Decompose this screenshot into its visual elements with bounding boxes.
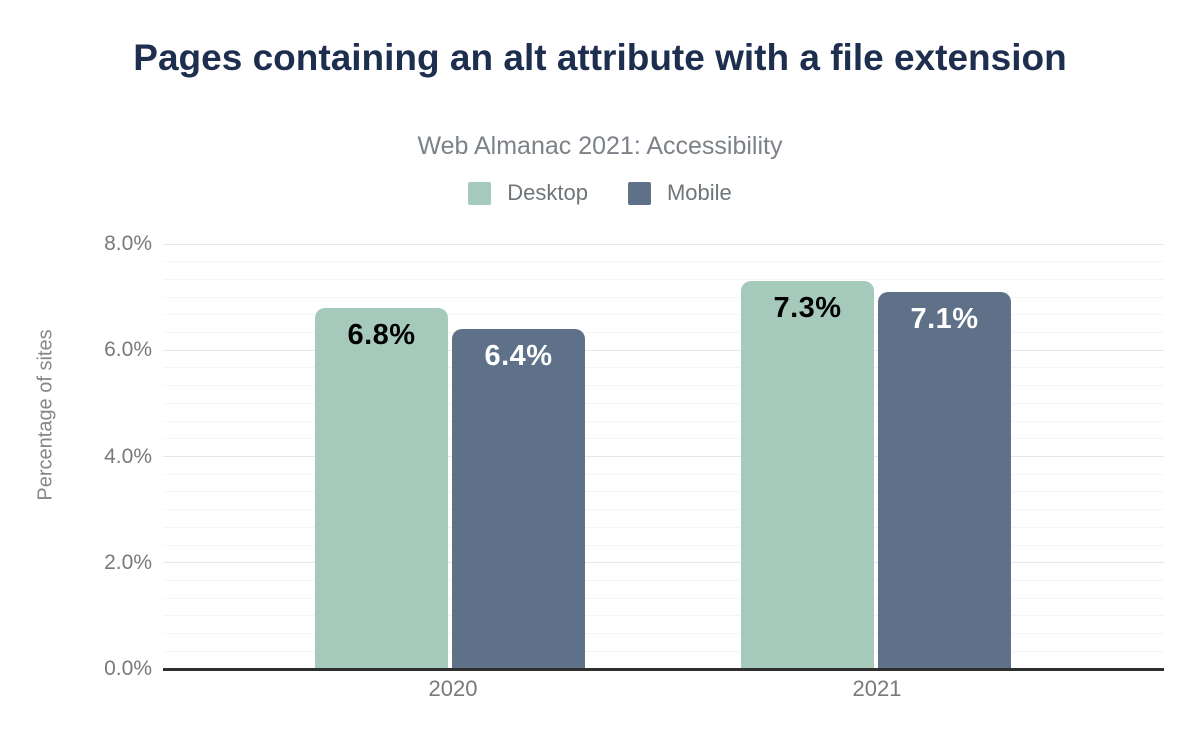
legend: Desktop Mobile xyxy=(0,180,1200,206)
legend-item-desktop: Desktop xyxy=(468,180,588,206)
gridline-minor xyxy=(163,402,1164,404)
bar-desktop-2021: 7.3% xyxy=(741,281,874,669)
gridline-minor xyxy=(163,473,1164,475)
gridline-minor xyxy=(163,367,1164,369)
gridline-minor xyxy=(163,314,1164,316)
legend-label-mobile: Mobile xyxy=(666,180,732,205)
gridline-minor xyxy=(163,420,1164,422)
bar-value-label-mobile-2021: 7.1% xyxy=(910,302,979,335)
bar-value-label-desktop-2021: 7.3% xyxy=(773,292,842,325)
gridline-major xyxy=(163,456,1164,457)
gridline-major xyxy=(163,562,1164,564)
x-tick-label-2021: 2021 xyxy=(852,676,902,701)
plot-area: 6.8% 6.4% 7.3% 7.1% xyxy=(163,243,1164,671)
bar-mobile-2020: 6.4% xyxy=(452,329,585,669)
gridline-minor xyxy=(163,579,1164,581)
gridline-minor xyxy=(163,261,1164,263)
gridline-minor xyxy=(163,509,1164,511)
x-axis-line xyxy=(163,668,1164,671)
gridline-minor xyxy=(163,597,1164,599)
gridline-minor xyxy=(163,438,1164,440)
legend-label-desktop: Desktop xyxy=(507,180,588,205)
gridline-minor xyxy=(163,544,1164,546)
legend-item-mobile: Mobile xyxy=(627,180,732,206)
gridline-minor xyxy=(163,332,1164,334)
gridline-minor xyxy=(163,385,1164,387)
gridline-minor xyxy=(163,296,1164,298)
chart-subtitle: Web Almanac 2021: Accessibility xyxy=(417,132,783,160)
y-tick-label-0: 0.0% xyxy=(104,657,152,680)
y-tick-label-4: 4.0% xyxy=(104,444,152,468)
x-tick-label-2020: 2020 xyxy=(428,676,478,701)
desktop-swatch-icon xyxy=(468,181,492,205)
gridline-minor xyxy=(163,278,1164,280)
bar-value-label-desktop-2020: 6.8% xyxy=(347,318,416,351)
gridline-minor xyxy=(163,633,1164,635)
bar-value-label-mobile-2020: 6.4% xyxy=(484,340,553,372)
chart-title: Pages containing an alt attribute with a… xyxy=(133,37,1067,78)
gridline-major xyxy=(163,243,1164,245)
gridline-minor xyxy=(163,491,1164,493)
y-tick-label-6: 6.0% xyxy=(104,338,152,362)
y-tick-label-2: 2.0% xyxy=(104,550,152,574)
gridline-minor xyxy=(163,526,1164,528)
gridline-minor xyxy=(163,615,1164,617)
gridline-major xyxy=(163,349,1164,351)
mobile-swatch-icon xyxy=(627,181,651,205)
bar-mobile-2021: 7.1% xyxy=(878,291,1011,669)
y-tick-label-8: 8.0% xyxy=(104,232,152,255)
gridline-minor xyxy=(163,650,1164,652)
bar-desktop-2020: 6.8% xyxy=(315,307,448,669)
